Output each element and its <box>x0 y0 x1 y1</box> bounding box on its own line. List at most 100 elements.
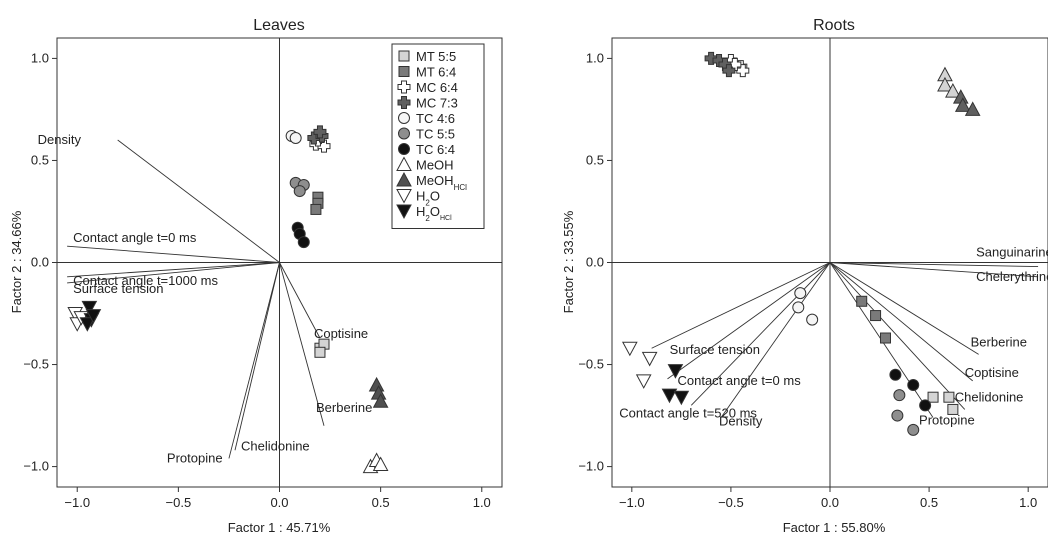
data-point <box>891 409 904 422</box>
variable-label: Berberine <box>971 334 1027 349</box>
x-tick-label: 0.5 <box>920 495 938 510</box>
data-point <box>372 456 389 472</box>
data-point <box>964 101 981 116</box>
y-tick-label: 0.0 <box>31 255 49 270</box>
x-tick-label: 0.0 <box>270 495 288 510</box>
variable-vector <box>234 262 280 451</box>
variable-vector <box>667 262 831 380</box>
data-point <box>947 403 959 415</box>
variable-vector <box>829 262 973 382</box>
variable-vector <box>690 262 831 406</box>
x-tick-label: −1.0 <box>64 495 90 510</box>
x-tick-label: 1.0 <box>473 495 491 510</box>
legend-label: MeOH <box>416 158 454 173</box>
data-point <box>635 374 652 389</box>
data-point <box>289 132 302 145</box>
data-point <box>794 287 807 300</box>
legend: MT 5:5MT 6:4MC 6:4MC 7:3TC 4:6TC 5:5TC 6… <box>391 43 485 229</box>
legend-label: MeOHHCl <box>416 173 467 192</box>
x-tick-label: −0.5 <box>718 495 744 510</box>
data-point <box>79 317 96 332</box>
data-point <box>879 332 891 344</box>
data-point <box>870 310 882 322</box>
y-tick-label: 0.0 <box>586 255 604 270</box>
legend-marker <box>397 96 411 109</box>
data-point <box>943 391 955 403</box>
variable-vector <box>829 262 1039 268</box>
roots-x-axis-label: Factor 1 : 55.80% <box>783 520 886 535</box>
y-tick-label: 0.5 <box>586 152 604 167</box>
legend-marker <box>398 112 410 124</box>
data-point <box>792 301 805 314</box>
variable-vector <box>279 262 321 339</box>
data-point <box>313 125 327 139</box>
y-tick-label: 0.5 <box>31 152 49 167</box>
x-tick-label: 0.5 <box>372 495 390 510</box>
y-tick-label: −0.5 <box>23 357 49 372</box>
roots-panel: Roots −1.0 −0.5 0.0 0.5 1.0 1.0 0.5 0.0 −0.5 −1.0… <box>561 17 1048 535</box>
data-point <box>806 313 819 326</box>
data-point <box>889 368 902 381</box>
data-point <box>937 76 953 92</box>
legend-marker <box>396 189 412 204</box>
data-point <box>927 391 939 403</box>
variable-label: Coptisine <box>965 365 1019 380</box>
legend-label: H2OHCl <box>416 204 452 223</box>
data-point <box>704 51 718 65</box>
variable-vector <box>279 262 325 426</box>
y-tick-label: 1.0 <box>586 50 604 65</box>
data-point <box>954 97 971 112</box>
variable-label: Contact angle t=0 ms <box>677 373 801 388</box>
variable-vector <box>67 245 280 263</box>
legend-marker <box>396 204 412 220</box>
legend-marker <box>398 66 410 77</box>
data-point <box>85 309 102 324</box>
data-point <box>893 389 906 402</box>
legend-label: MT 6:4 <box>416 65 456 80</box>
leaves-title: Leaves <box>253 17 305 34</box>
data-point <box>372 393 389 408</box>
legend-label: H2O <box>416 189 440 208</box>
variable-label: Coptisine <box>314 326 368 341</box>
variable-vector <box>651 262 831 349</box>
x-tick-label: −0.5 <box>166 495 192 510</box>
variable-label: Contact angle t=520 ms <box>619 405 757 420</box>
variable-label: Density <box>38 132 82 147</box>
data-point <box>81 300 98 316</box>
variable-label: Surface tension <box>670 342 760 357</box>
variable-label: Chelerythrine <box>976 269 1048 284</box>
y-tick-label: −0.5 <box>578 357 604 372</box>
variable-label: Protopine <box>919 413 975 428</box>
variable-vector <box>720 262 831 418</box>
data-point <box>856 295 868 307</box>
variable-label: Contact angle t=0 ms <box>73 230 197 245</box>
variable-vector <box>228 262 280 459</box>
variable-vector <box>67 262 280 278</box>
data-point <box>945 83 961 98</box>
legend-label: MC 6:4 <box>416 80 458 95</box>
variable-label: Chelidonine <box>241 438 310 453</box>
data-point <box>641 351 658 367</box>
data-point <box>621 341 638 357</box>
leaves-x-axis-label: Factor 1 : 45.71% <box>228 520 331 535</box>
legend-label: TC 4:6 <box>416 111 455 126</box>
data-point <box>661 388 678 404</box>
legend-marker <box>398 50 410 62</box>
variable-vector <box>829 262 966 410</box>
data-point <box>907 378 920 391</box>
legend-marker <box>396 171 412 187</box>
y-tick-label: 1.0 <box>31 50 49 65</box>
variable-label: Surface tension <box>73 281 163 296</box>
roots-y-axis-label: Factor 2 : 33.55% <box>561 210 576 313</box>
legend-label: MT 5:5 <box>416 49 456 64</box>
y-tick-label: −1.0 <box>23 459 49 474</box>
variable-vector <box>67 262 280 284</box>
data-point <box>667 364 684 379</box>
variable-label: Density <box>719 414 763 429</box>
data-point <box>310 203 322 215</box>
variable-label: Berberine <box>316 400 372 415</box>
legend-marker <box>398 143 410 155</box>
data-point <box>673 390 690 406</box>
x-tick-label: 0.0 <box>821 495 839 510</box>
